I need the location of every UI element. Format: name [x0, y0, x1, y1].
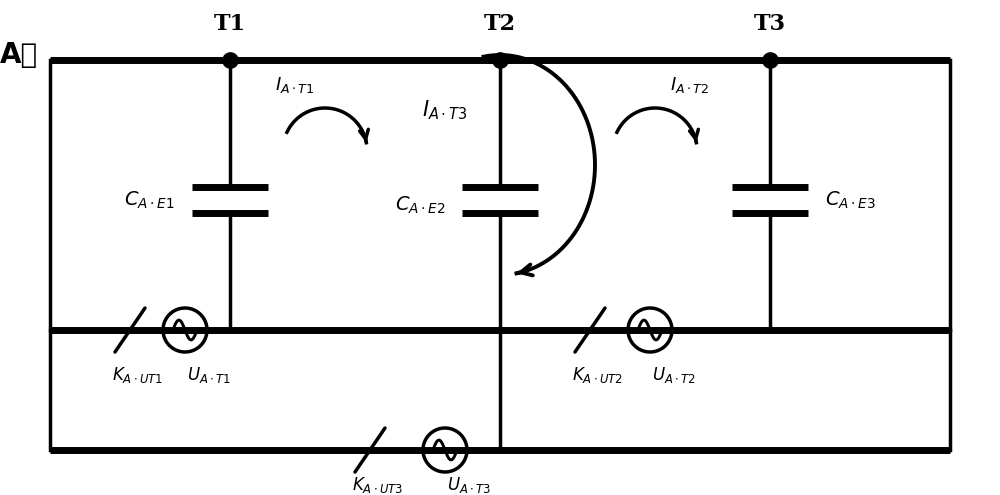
Text: $K_{A \cdot UT1}$: $K_{A \cdot UT1}$ — [112, 365, 163, 385]
Text: $C_{A \cdot E1}$: $C_{A \cdot E1}$ — [124, 190, 175, 211]
Text: $I_{A \cdot T1}$: $I_{A \cdot T1}$ — [275, 75, 315, 95]
Text: $I_{A \cdot T2}$: $I_{A \cdot T2}$ — [670, 75, 710, 95]
Text: A相: A相 — [0, 41, 38, 69]
Text: T3: T3 — [754, 13, 786, 35]
Text: $U_{A \cdot T3}$: $U_{A \cdot T3}$ — [447, 475, 491, 495]
Text: $U_{A \cdot T2}$: $U_{A \cdot T2}$ — [652, 365, 696, 385]
Text: $K_{A \cdot UT3}$: $K_{A \cdot UT3}$ — [352, 475, 403, 495]
Text: $U_{A \cdot T1}$: $U_{A \cdot T1}$ — [187, 365, 231, 385]
Text: $I_{A \cdot T3}$: $I_{A \cdot T3}$ — [422, 98, 468, 122]
Text: $C_{A \cdot E2}$: $C_{A \cdot E2}$ — [395, 195, 445, 216]
Text: T2: T2 — [484, 13, 516, 35]
Text: T1: T1 — [214, 13, 246, 35]
Text: $K_{A \cdot UT2}$: $K_{A \cdot UT2}$ — [572, 365, 623, 385]
Text: $C_{A \cdot E3}$: $C_{A \cdot E3}$ — [825, 190, 876, 211]
